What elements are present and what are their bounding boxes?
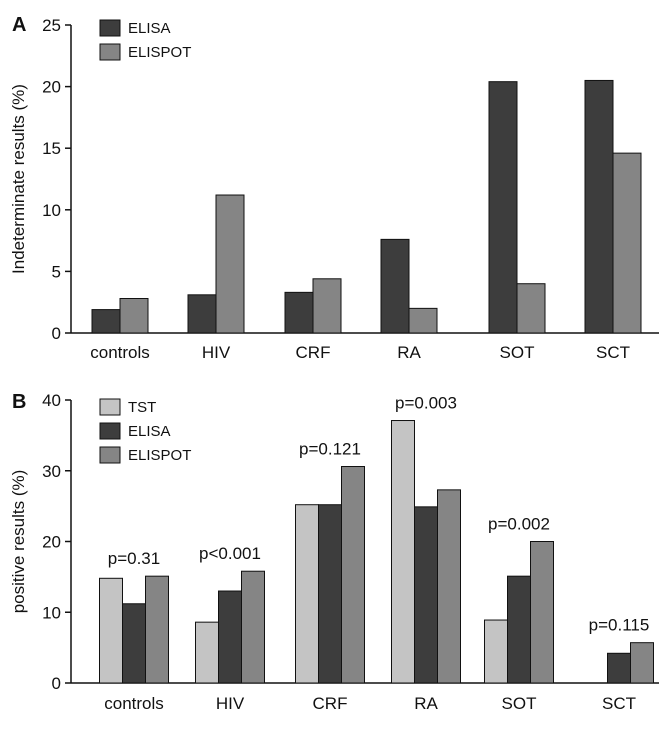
panel-a-bar-hiv-elisa (187, 294, 217, 334)
panel-b-x-tick-label: SCT (602, 694, 636, 713)
panel-a-x-tick-label: controls (90, 343, 150, 362)
panel-a-x-tick-label: SOT (500, 343, 535, 362)
panel-a-y-tick-label: 0 (52, 324, 61, 343)
panel-b-annotation: p=0.115 (589, 616, 650, 635)
panel-b-x-tick-label: CRF (313, 694, 348, 713)
panel-a-y-tick-label: 15 (42, 139, 61, 158)
panel-a-bar-ra-elispot (408, 307, 438, 334)
panel-a-x-tick-label: HIV (202, 343, 231, 362)
panel-b-bar-controls-elispot (145, 575, 169, 684)
panel-b-y-tick-label: 0 (52, 674, 61, 693)
panel-b-bar-controls-elisa (122, 603, 146, 684)
panel-b-bar-sot-elispot (530, 541, 554, 684)
panel-b-bar-crf-tst (295, 504, 319, 684)
panel-b-bar-crf-elisa (318, 504, 342, 684)
panel-b-bar-controls-tst (99, 577, 123, 684)
panel-b-bar-crf-elispot (341, 466, 365, 684)
panel-b-y-axis-title: positive results (%) (9, 470, 28, 614)
panel-a-bar-sot-elispot (516, 283, 546, 334)
panel-b-bar-hiv-tst (195, 621, 219, 684)
panel-a-legend-swatch-elisa (99, 19, 121, 37)
panel-b-y-tick-label: 20 (42, 533, 61, 552)
panel-b-bar-ra-elispot (437, 489, 461, 684)
panel-b-annotation: p=0.002 (488, 515, 550, 534)
panel-a-bar-controls-elisa (91, 309, 121, 334)
panel-b-bar-sot-tst (484, 619, 508, 684)
panel-b-bar-ra-tst (391, 420, 415, 684)
panel-b-bar-sct-elispot (630, 642, 654, 684)
panel-b-bar-hiv-elisa (218, 590, 242, 684)
panel-b-letter: B (12, 391, 26, 413)
panel-a-bar-sct-elisa (584, 79, 614, 334)
panel-b-legend-label-elisa: ELISA (128, 423, 171, 440)
panel-b-annotation: p<0.001 (199, 544, 261, 563)
panel-a-x-tick-label: RA (397, 343, 421, 362)
panel-a-bar-controls-elispot (119, 298, 149, 334)
panel-a-bar-hiv-elispot (215, 194, 245, 334)
panel-b-bar-ra-elisa (414, 506, 438, 684)
panel-b-annotation: p=0.31 (108, 549, 160, 568)
panel-a-bar-crf-elisa (284, 291, 314, 334)
panel-b-x-tick-label: controls (104, 694, 164, 713)
panel-a-bar-sct-elispot (612, 152, 642, 334)
panel-b-x-tick-label: HIV (216, 694, 245, 713)
panel-b-y-tick-label: 30 (42, 462, 61, 481)
panel-b-y-tick-label: 10 (42, 603, 61, 622)
panel-b-bar-hiv-elispot (241, 570, 265, 684)
panel-b-annotation: p=0.121 (299, 440, 361, 459)
panel-a-y-tick-label: 25 (42, 16, 61, 35)
panel-a-bar-crf-elispot (312, 278, 342, 334)
panel-b-legend-swatch-elispot (99, 446, 121, 464)
panel-b-legend-label-elispot: ELISPOT (128, 447, 191, 464)
panel-b-x-tick-label: RA (414, 694, 438, 713)
panel-a-y-tick-label: 5 (52, 262, 61, 281)
panel-a-legend-label-elispot: ELISPOT (128, 44, 191, 61)
panel-a-letter: A (12, 14, 26, 36)
panel-b-legend-swatch-elisa (99, 422, 121, 440)
panel-b-y-tick-label: 40 (42, 391, 61, 410)
panel-a-legend-label-elisa: ELISA (128, 20, 171, 37)
panel-b-annotation: p=0.003 (395, 394, 457, 413)
panel-a-y-tick-label: 10 (42, 201, 61, 220)
panel-a-y-tick-label: 20 (42, 78, 61, 97)
panel-b-bar-sct-elisa (607, 652, 631, 684)
panel-a-legend-swatch-elispot (99, 43, 121, 61)
panel-a-y-axis-title: Indeterminate results (%) (9, 84, 28, 274)
panel-a-bar-sot-elisa (488, 81, 518, 334)
panel-a-bar-ra-elisa (380, 238, 410, 334)
panel-b-legend-swatch-tst (99, 398, 121, 416)
panel-b-x-tick-label: SOT (502, 694, 537, 713)
panel-a-x-tick-label: CRF (296, 343, 331, 362)
panel-b-bar-sot-elisa (507, 575, 531, 684)
panel-b-legend-label-tst: TST (128, 399, 156, 416)
panel-a-x-tick-label: SCT (596, 343, 630, 362)
